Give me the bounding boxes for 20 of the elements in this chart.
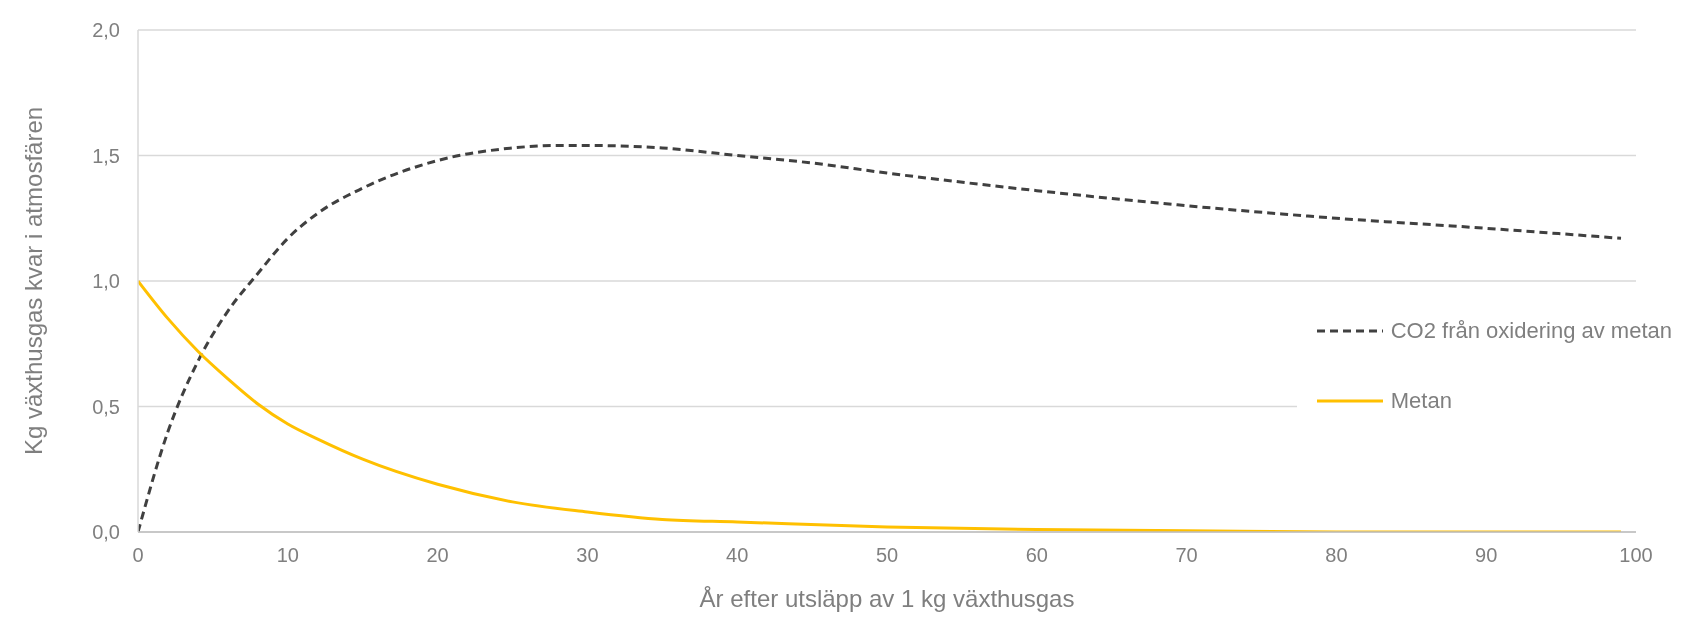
- y-tick-label: 0,0: [92, 521, 120, 544]
- x-tick-label: 0: [132, 544, 144, 567]
- y-tick-label: 1,5: [92, 144, 120, 167]
- y-tick-label: 0,5: [92, 395, 120, 418]
- y-tick-label: 1,0: [92, 270, 120, 293]
- x-tick-label: 100: [1619, 544, 1653, 567]
- x-tick-label: 60: [1025, 544, 1048, 567]
- x-axis-title: År efter utsläpp av 1 kg växthusgas: [699, 585, 1075, 612]
- x-tick-label: 70: [1175, 544, 1198, 567]
- x-tick-label: 80: [1325, 544, 1348, 567]
- legend-label: Metan: [1390, 388, 1452, 414]
- x-tick-label: 10: [276, 544, 299, 567]
- x-tick-label: 40: [726, 544, 749, 567]
- x-tick-label: 20: [426, 544, 449, 567]
- legend-label: CO2 från oxidering av metan: [1390, 318, 1672, 344]
- x-tick-label: 50: [875, 544, 899, 567]
- y-tick-label: 2,0: [92, 19, 120, 42]
- x-tick-label: 30: [576, 544, 599, 567]
- y-axis-title: Kg växthusgas kvar i atmosfären: [19, 106, 47, 456]
- x-tick-label: 90: [1475, 544, 1498, 567]
